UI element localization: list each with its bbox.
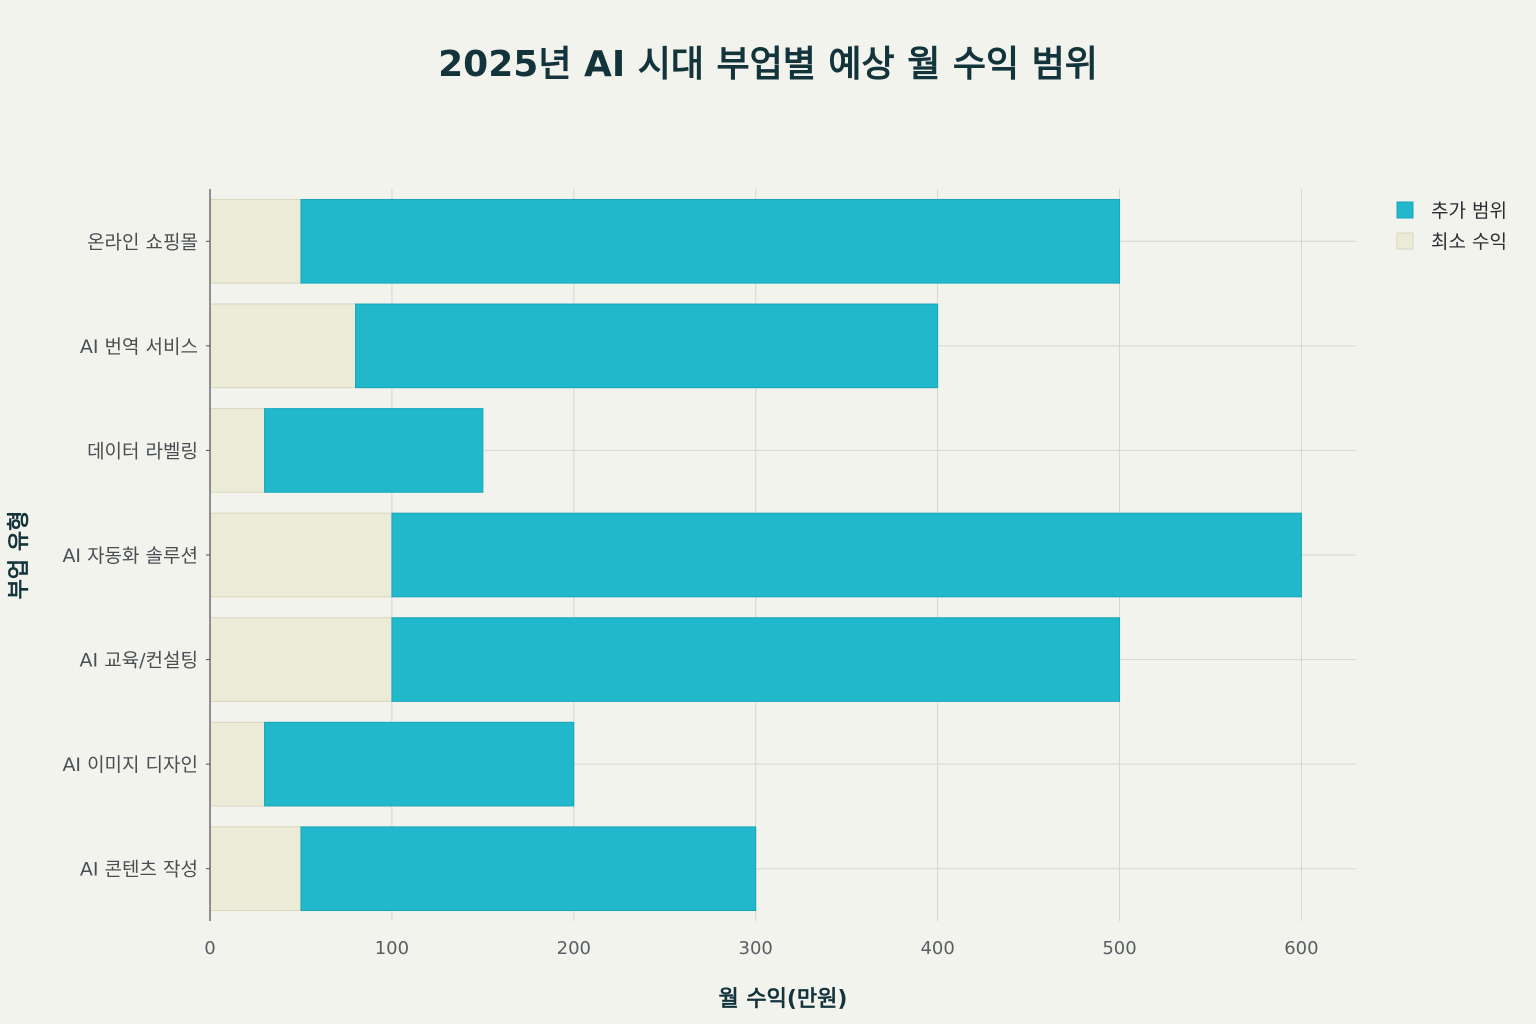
bar-min-revenue [209,617,393,702]
bar-additional-range [300,198,1121,284]
x-tick-label: 500 [1102,938,1136,959]
legend-label: 최소 수익 [1431,231,1507,253]
bar-min-revenue [209,408,266,493]
y-category-label: AI 이미지 디자인 [62,754,198,776]
chart-title: 2025년 AI 시대 부업별 예상 월 수익 범위 [438,44,1098,85]
bar-min-revenue [209,721,266,807]
bar-min-revenue [209,826,302,912]
x-tick-label: 200 [557,938,591,959]
y-category-label: AI 자동화 솔루션 [62,545,198,567]
x-axis-title: 월 수익(만원) [719,987,848,1012]
bar-additional-range [264,721,575,807]
x-tick-label: 100 [375,938,409,959]
x-tick-label: 400 [920,938,954,959]
y-category-label: AI 번역 서비스 [80,336,198,358]
y-axis-title: 부업 유형 [7,511,32,600]
x-tick-label: 600 [1284,938,1318,959]
bar-additional-range [391,617,1121,702]
x-tick-label: 0 [204,938,215,959]
bar-min-revenue [209,198,302,284]
bar-additional-range [264,408,484,493]
y-category-label: 온라인 쇼핑몰 [87,231,198,253]
bar-additional-range [300,826,757,912]
y-category-label: AI 콘텐츠 작성 [80,859,198,881]
bar-additional-range [355,303,939,389]
bar-additional-range [391,512,1302,598]
y-category-label: AI 교육/컨설팅 [80,650,198,672]
y-category-label: 데이터 라벨링 [87,440,198,462]
x-tick-label: 300 [739,938,773,959]
bar-min-revenue [209,512,393,598]
legend-label: 추가 범위 [1431,200,1507,222]
bar-min-revenue [209,303,357,389]
legend-swatch [1396,232,1414,250]
legend-swatch [1396,201,1414,219]
bars [209,198,1302,912]
